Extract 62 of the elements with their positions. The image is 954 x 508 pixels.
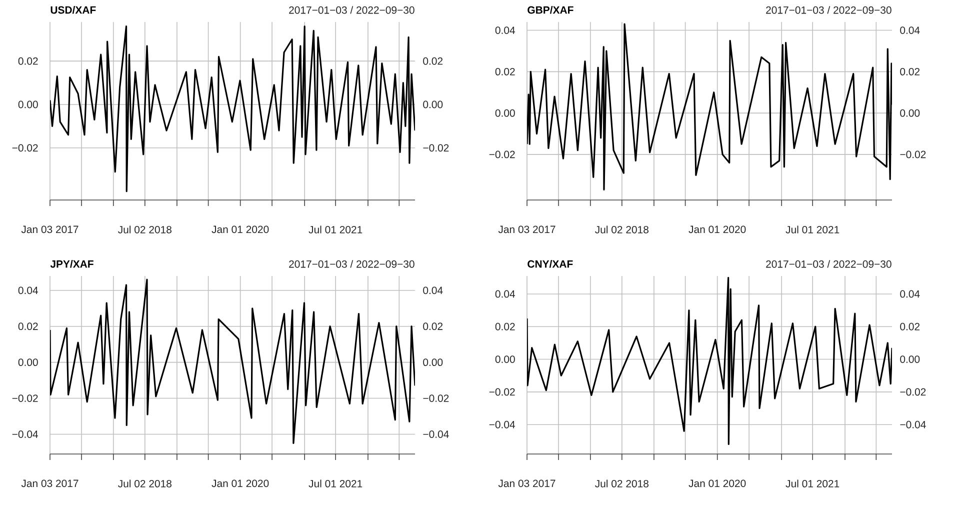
y2-tick-label: 0.00 (900, 356, 920, 363)
y-tick-label: −0.02 (12, 394, 38, 402)
x-tick-label: Jul 01 2021 (786, 480, 840, 488)
chart-subtitle: 2017−01−03 / 2022−09−30 (766, 260, 892, 268)
x-tick-label: Jan 01 2020 (688, 226, 746, 234)
y-tick-label: 0.04 (18, 286, 38, 294)
y-tick-label: −0.04 (12, 430, 38, 438)
y2-tick-label: −0.04 (423, 430, 449, 438)
y-tick-label: −0.02 (489, 150, 515, 158)
line-series (527, 276, 892, 446)
y2-tick-label: 0.04 (900, 290, 920, 298)
y2-tick-label: 0.02 (900, 322, 920, 330)
y-tick-label: 0.00 (18, 358, 38, 366)
y-tick-label: 0.04 (495, 26, 515, 34)
x-tick-label: Jan 01 2020 (688, 480, 746, 488)
line-series (50, 278, 416, 444)
y2-tick-label: 0.00 (423, 100, 443, 108)
y-tick-label: −0.02 (12, 144, 38, 152)
x-tick-label: Jul 02 2018 (595, 226, 648, 234)
x-tick-label: Jan 03 2017 (21, 226, 78, 234)
x-tick-label: Jan 03 2017 (498, 226, 556, 234)
chart-subtitle: 2017−01−03 / 2022−09−30 (766, 6, 892, 14)
y2-tick-label: 0.04 (423, 286, 443, 294)
y-tick-label: 0.04 (495, 290, 515, 298)
x-tick-label: Jan 03 2017 (498, 480, 556, 488)
y-tick-label: 0.00 (495, 356, 515, 363)
y2-tick-label: 0.00 (423, 358, 443, 366)
y-tick-label: −0.02 (489, 388, 515, 396)
chart-title: GBP/XAF (528, 6, 574, 14)
y2-tick-label: 0.00 (900, 109, 920, 117)
y-tick-label: 0.00 (495, 109, 515, 117)
y-tick-label: −0.04 (489, 420, 515, 428)
y2-tick-label: 0.02 (900, 68, 920, 76)
y-tick-label: 0.02 (18, 322, 38, 330)
line-series (50, 26, 416, 192)
x-tick-label: Jan 01 2020 (212, 226, 269, 234)
x-tick-label: Jul 01 2021 (786, 226, 840, 234)
x-tick-label: Jan 01 2020 (212, 480, 269, 488)
y-tick-label: 0.02 (495, 322, 515, 330)
chart-subtitle: 2017−01−03 / 2022−09−30 (289, 260, 414, 268)
y2-tick-label: −0.02 (423, 394, 449, 402)
y-tick-label: 0.02 (495, 68, 515, 76)
y2-tick-label: 0.02 (423, 57, 443, 65)
y2-tick-label: −0.04 (900, 420, 926, 428)
y-tick-label: 0.00 (18, 100, 38, 108)
x-tick-label: Jul 01 2021 (308, 226, 362, 234)
x-tick-label: Jan 03 2017 (21, 480, 78, 488)
x-tick-label: Jul 02 2018 (118, 226, 172, 234)
y2-tick-label: 0.04 (900, 26, 920, 34)
y2-tick-label: −0.02 (900, 150, 926, 158)
chart-title: USD/XAF (50, 6, 96, 14)
x-tick-label: Jul 02 2018 (118, 480, 172, 488)
x-tick-label: Jul 01 2021 (308, 480, 362, 488)
chart-title: JPY/XAF (50, 260, 94, 268)
x-tick-label: Jul 02 2018 (595, 480, 648, 488)
y2-tick-label: −0.02 (423, 144, 449, 152)
chart-title: CNY/XAF (528, 260, 573, 268)
chart-subtitle: 2017−01−03 / 2022−09−30 (289, 6, 414, 14)
y-tick-label: 0.02 (18, 57, 38, 65)
y2-tick-label: 0.02 (423, 322, 443, 330)
line-series (527, 23, 892, 190)
y2-tick-label: −0.02 (900, 388, 926, 396)
